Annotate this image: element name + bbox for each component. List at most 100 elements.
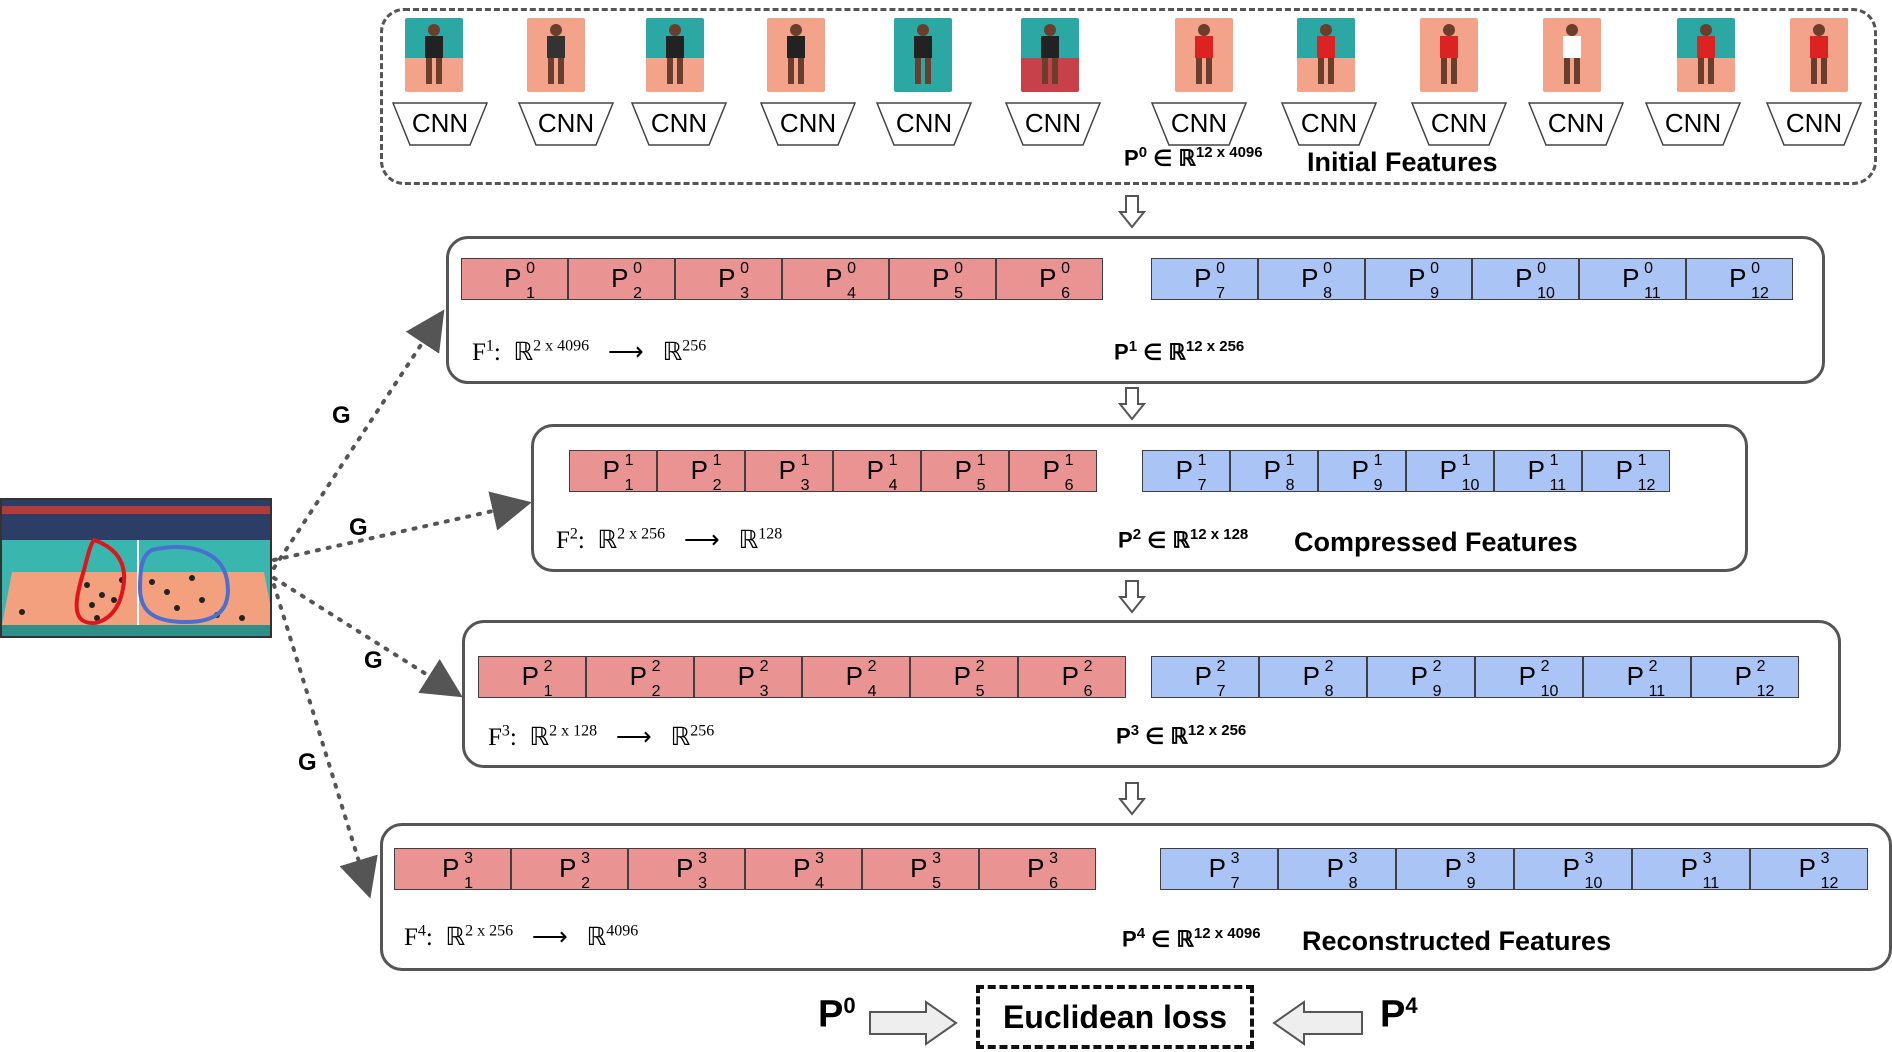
formula-f2: F2: ℝ2 x 256 ⟶ ℝ128: [556, 525, 783, 554]
cell-subscript: 10: [1584, 875, 1603, 892]
initial-features-caption: Initial Features: [1307, 147, 1498, 177]
cell-subscript: 3: [800, 477, 810, 494]
cell-superscript: 3: [581, 850, 590, 867]
cell-superscript: 2: [1432, 658, 1442, 675]
cnn-block: CNN: [1281, 102, 1377, 146]
cell-subscript: 5: [976, 477, 986, 494]
cell-superscript: 3: [698, 850, 707, 867]
cell-superscript: 0: [1061, 260, 1070, 277]
feature-cell: P 1 10: [1406, 450, 1494, 494]
cell-base: P: [442, 853, 460, 883]
cell-superscript: 0: [954, 260, 963, 277]
player-thumbnail: [646, 18, 704, 92]
player-thumbnail: [1420, 18, 1478, 92]
cell-superscript: 0: [1323, 260, 1332, 277]
cell-superscript: 1: [976, 452, 986, 469]
layer-box-2: [531, 424, 1748, 572]
g-label-2: G: [349, 514, 368, 541]
cell-base: P: [611, 263, 629, 293]
cnn-block: CNN: [631, 102, 727, 146]
cell-superscript: 2: [1324, 658, 1334, 675]
cell-superscript: 2: [867, 658, 877, 675]
player-thumbnail: [1543, 18, 1601, 92]
cell-superscript: 1: [1549, 452, 1559, 469]
cell-superscript: 0: [633, 260, 642, 277]
cell-base: P: [1326, 853, 1344, 883]
cell-base: P: [1729, 263, 1747, 293]
feature-cell: P 2 10: [1475, 656, 1583, 700]
cell-subscript: 12: [1820, 875, 1839, 892]
cell-subscript: 8: [1323, 285, 1332, 302]
cell-subscript: 5: [932, 875, 941, 892]
cell-base: P: [1039, 263, 1057, 293]
cell-base: P: [1515, 263, 1533, 293]
cell-subscript: 6: [1064, 477, 1074, 494]
cell-subscript: 3: [740, 285, 749, 302]
player-thumbnail: [1790, 18, 1848, 92]
cell-subscript: 9: [1373, 477, 1383, 494]
player-thumbnail: [527, 18, 585, 92]
cell-subscript: 2: [712, 477, 722, 494]
cell-base: P: [559, 853, 577, 883]
cnn-block: CNN: [1528, 102, 1624, 146]
reconstructed-features-caption: Reconstructed Features: [1302, 926, 1612, 956]
cell-subscript: 2: [581, 875, 590, 892]
cell-subscript: 10: [1540, 683, 1559, 700]
cell-subscript: 1: [624, 477, 634, 494]
cell-base: P: [1622, 263, 1640, 293]
cell-superscript: 2: [651, 658, 661, 675]
cnn-block: CNN: [876, 102, 972, 146]
p0-loss-input: P0: [818, 993, 856, 1036]
cell-base: P: [1194, 661, 1212, 691]
p4-set-label: P4 ∈ ℝ12 x 4096: [1122, 925, 1261, 952]
cell-subscript: 12: [1751, 285, 1769, 302]
cell-base: P: [1439, 455, 1457, 485]
cell-subscript: 8: [1324, 683, 1334, 700]
cell-subscript: 1: [464, 875, 473, 892]
cell-superscript: 2: [1648, 658, 1658, 675]
cell-base: P: [1208, 853, 1226, 883]
cell-base: P: [1798, 853, 1816, 883]
cell-subscript: 11: [1648, 683, 1666, 700]
cell-base: P: [1562, 853, 1580, 883]
cell-subscript: 11: [1644, 285, 1661, 302]
cell-superscript: 3: [1820, 850, 1830, 867]
team-b-cells: P 3 7 P 3 8 P 3 9 P 3 10 P 3 11 P 3 12: [1160, 848, 1868, 892]
cell-superscript: 0: [1751, 260, 1760, 277]
feature-cell: P 2 12: [1691, 656, 1799, 700]
cell-base: P: [1527, 455, 1545, 485]
down-arrow-icon: [1118, 195, 1146, 229]
cell-superscript: 1: [800, 452, 810, 469]
down-arrow-icon: [1118, 387, 1146, 421]
feature-cell: P 1 12: [1582, 450, 1670, 494]
cnn-block: CNN: [1411, 102, 1507, 146]
formula-f4: F4: ℝ2 x 256 ⟶ ℝ4096: [404, 922, 639, 951]
cell-superscript: 3: [1702, 850, 1712, 867]
cell-base: P: [845, 661, 863, 691]
cell-subscript: 4: [888, 477, 898, 494]
feature-cell: P 0 10: [1472, 258, 1579, 302]
formula-f3: F3: ℝ2 x 128 ⟶ ℝ256: [488, 722, 715, 751]
cell-subscript: 7: [1230, 875, 1240, 892]
cell-base: P: [910, 853, 928, 883]
formula-f1: F1: ℝ2 x 4096 ⟶ ℝ256: [472, 337, 707, 366]
cell-base: P: [1734, 661, 1752, 691]
feature-cell: P 3 10: [1514, 848, 1632, 892]
cell-subscript: 5: [975, 683, 985, 700]
cell-base: P: [1302, 661, 1320, 691]
